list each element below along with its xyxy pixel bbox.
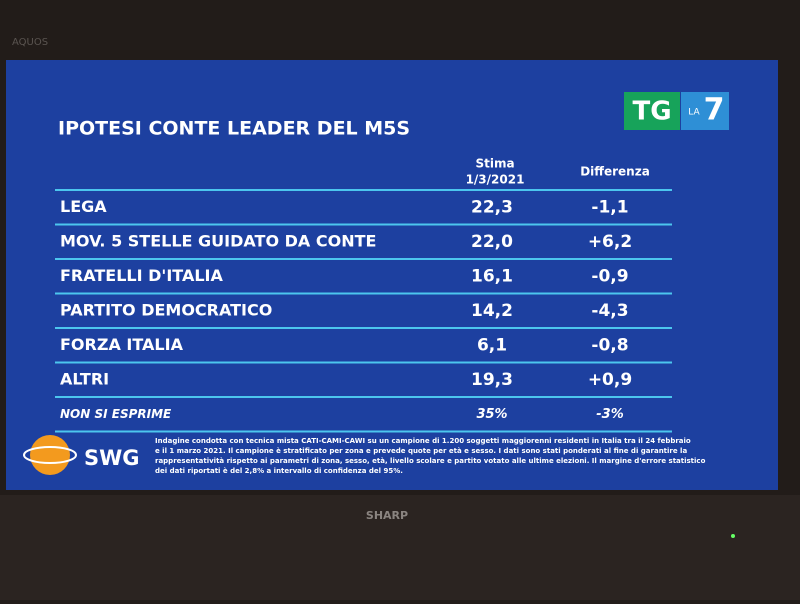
logo-tg-box bbox=[624, 92, 680, 130]
row-stima: 22,3 bbox=[471, 197, 513, 217]
row-stima: 6,1 bbox=[477, 335, 507, 355]
logo-7: 7 bbox=[704, 93, 725, 128]
brand-top: AQUOS bbox=[12, 37, 48, 48]
row-differenza: +0,9 bbox=[588, 370, 632, 390]
row-differenza: -3% bbox=[596, 407, 623, 422]
row-differenza: -4,3 bbox=[591, 301, 628, 321]
note-line: Indagine condotta con tecnica mista CATI… bbox=[155, 437, 691, 445]
power-led bbox=[731, 534, 735, 538]
row-stima: 19,3 bbox=[471, 370, 513, 390]
brand-bottom: SHARP bbox=[366, 509, 408, 522]
header-stima-date: 1/3/2021 bbox=[466, 173, 525, 187]
note-line: dei dati riportati è del 2,8% a interval… bbox=[155, 467, 403, 475]
row-stima: 22,0 bbox=[471, 232, 513, 252]
row-label: FORZA ITALIA bbox=[60, 335, 184, 354]
row-label: MOV. 5 STELLE GUIDATO DA CONTE bbox=[60, 231, 376, 250]
row-differenza: +6,2 bbox=[588, 232, 632, 252]
note: Indagine condotta con tecnica mista CATI… bbox=[155, 437, 706, 475]
note-line: rappresentatività rispetto ai parametri … bbox=[155, 457, 706, 465]
row-label: ALTRI bbox=[60, 369, 109, 388]
swg-logo-globe bbox=[30, 435, 70, 475]
logo-tg: TG bbox=[632, 97, 671, 127]
row-label: LEGA bbox=[60, 197, 107, 216]
source: SWG bbox=[84, 446, 140, 470]
screen bbox=[6, 60, 778, 490]
title: IPOTESI CONTE LEADER DEL M5S bbox=[58, 118, 410, 140]
header-differenza: Differenza bbox=[580, 165, 650, 179]
row-differenza: -0,8 bbox=[591, 335, 628, 355]
row-label: PARTITO DEMOCRATICO bbox=[60, 300, 272, 319]
row-stima: 14,2 bbox=[471, 301, 513, 321]
row-stima: 16,1 bbox=[471, 266, 513, 286]
logo-la7-box bbox=[681, 92, 729, 130]
row-label: NON SI ESPRIME bbox=[60, 407, 172, 421]
logo-la: LA bbox=[688, 108, 700, 118]
row-stima: 35% bbox=[476, 407, 507, 422]
row-label: FRATELLI D'ITALIA bbox=[60, 266, 223, 285]
swg-logo-ring bbox=[23, 446, 77, 464]
note-line: e il 1 marzo 2021. Il campione è stratif… bbox=[155, 447, 687, 455]
table: LEGA 22,3 -1,1 MOV. 5 STELLE GUIDATO DA CON… bbox=[55, 189, 672, 433]
row-differenza: -1,1 bbox=[591, 197, 628, 217]
row-differenza: -0,9 bbox=[591, 266, 628, 286]
header-stima: Stima bbox=[475, 157, 514, 171]
bezel-bottom bbox=[0, 495, 800, 600]
